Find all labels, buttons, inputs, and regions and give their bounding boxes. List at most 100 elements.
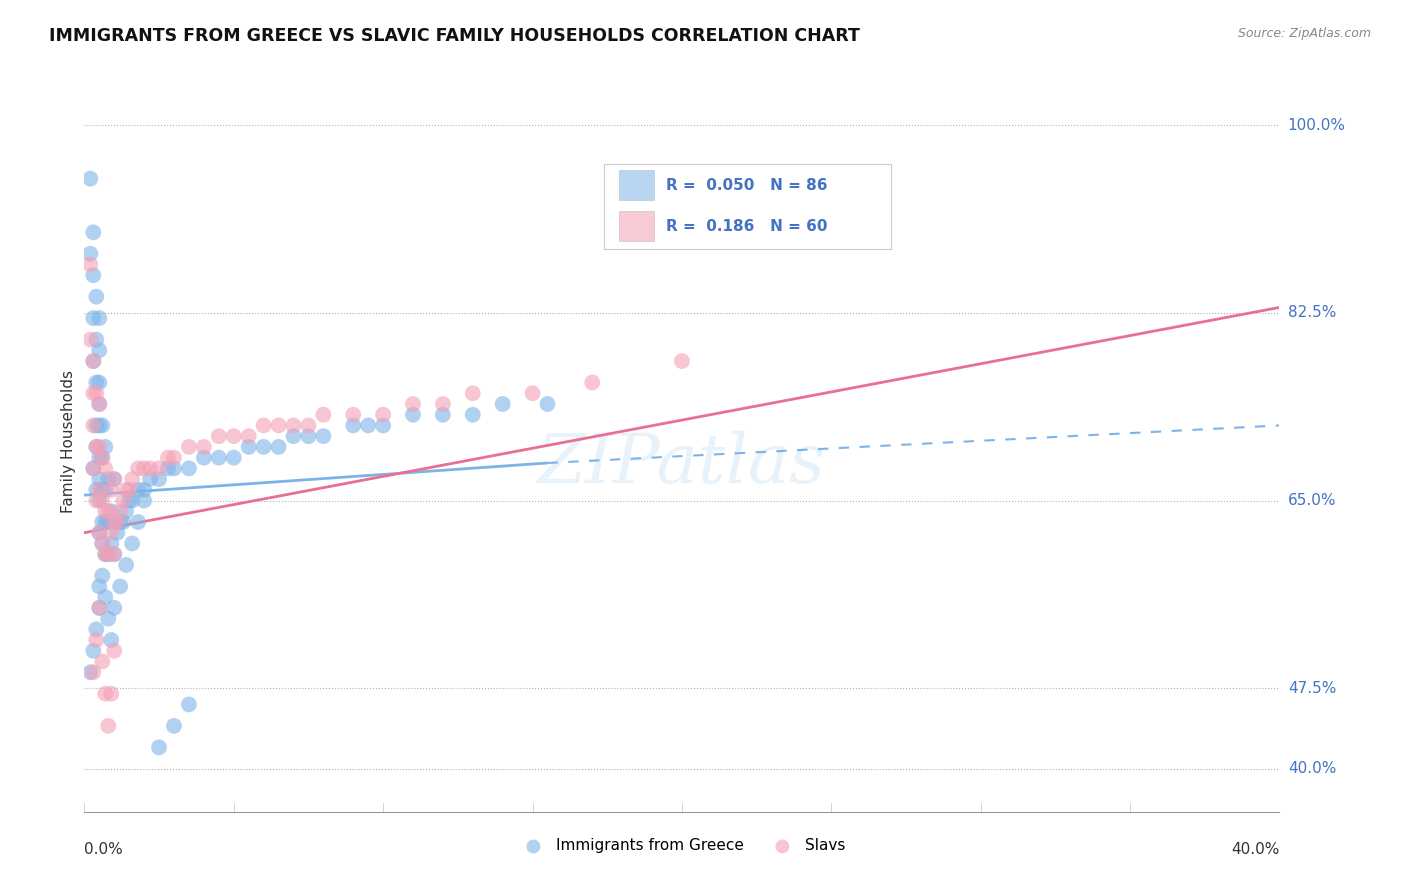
Point <box>671 354 693 368</box>
Point <box>432 408 454 422</box>
Point <box>86 440 108 454</box>
Point <box>112 515 135 529</box>
Point <box>103 515 125 529</box>
Point <box>238 440 260 454</box>
Point <box>103 600 125 615</box>
Text: 65.0%: 65.0% <box>1288 493 1336 508</box>
Point <box>91 536 114 550</box>
Point <box>100 687 122 701</box>
Point <box>253 440 276 454</box>
Point <box>163 719 186 733</box>
Point <box>86 290 108 304</box>
Point <box>82 386 104 401</box>
Point <box>82 665 104 680</box>
Point <box>86 386 108 401</box>
Point <box>91 450 114 465</box>
Point <box>86 376 108 390</box>
Point <box>86 440 108 454</box>
Point <box>432 397 454 411</box>
Point <box>103 515 125 529</box>
Text: 40.0%: 40.0% <box>1232 842 1279 857</box>
Point <box>297 418 319 433</box>
Point <box>100 504 122 518</box>
Point <box>89 418 111 433</box>
Point <box>522 386 544 401</box>
Point <box>89 483 111 497</box>
Point <box>82 418 104 433</box>
Point <box>82 644 104 658</box>
Point <box>461 386 484 401</box>
Point <box>89 311 111 326</box>
Point <box>97 547 120 561</box>
Point <box>97 719 120 733</box>
Point <box>79 246 101 260</box>
Point <box>79 171 101 186</box>
Point <box>110 579 132 593</box>
Point <box>121 472 143 486</box>
Point <box>94 461 117 475</box>
Point <box>193 440 215 454</box>
Point <box>89 525 111 540</box>
Point <box>267 440 290 454</box>
Point <box>91 418 114 433</box>
Text: R =  0.186   N = 60: R = 0.186 N = 60 <box>666 219 828 234</box>
Point <box>89 493 111 508</box>
Point <box>94 440 117 454</box>
Point <box>82 461 104 475</box>
Point <box>97 547 120 561</box>
Point <box>94 687 117 701</box>
Point <box>94 547 117 561</box>
Point <box>82 268 104 283</box>
Text: 100.0%: 100.0% <box>1288 118 1346 133</box>
Point <box>115 504 138 518</box>
Point <box>82 225 104 239</box>
Point <box>89 472 111 486</box>
Point <box>157 461 180 475</box>
Point <box>132 483 156 497</box>
Point <box>492 397 515 411</box>
Point <box>121 493 143 508</box>
Point <box>139 472 162 486</box>
Point <box>89 440 111 454</box>
Point <box>105 525 128 540</box>
Point <box>127 461 149 475</box>
Point <box>283 429 305 443</box>
Point <box>86 493 108 508</box>
Point <box>89 579 111 593</box>
Point <box>86 623 108 637</box>
Point <box>103 472 125 486</box>
Point <box>177 461 200 475</box>
Text: IMMIGRANTS FROM GREECE VS SLAVIC FAMILY HOUSEHOLDS CORRELATION CHART: IMMIGRANTS FROM GREECE VS SLAVIC FAMILY … <box>49 27 860 45</box>
Point <box>253 418 276 433</box>
Point <box>342 408 364 422</box>
Point <box>89 343 111 358</box>
Point <box>103 644 125 658</box>
Point <box>238 429 260 443</box>
Point <box>118 483 141 497</box>
Y-axis label: Family Households: Family Households <box>60 370 76 513</box>
Point <box>89 525 111 540</box>
Point <box>177 698 200 712</box>
Point <box>461 408 484 422</box>
Point <box>94 483 117 497</box>
Point <box>86 483 108 497</box>
Point <box>82 354 104 368</box>
Point <box>115 558 138 572</box>
Point <box>79 665 101 680</box>
Point <box>297 429 319 443</box>
Text: ZIPatlas: ZIPatlas <box>538 430 825 497</box>
Point <box>103 472 125 486</box>
Point <box>89 397 111 411</box>
Point <box>127 515 149 529</box>
Point <box>115 483 138 497</box>
Point <box>89 376 111 390</box>
Point <box>157 450 180 465</box>
Point <box>112 493 135 508</box>
Point <box>208 429 231 443</box>
Point <box>148 472 170 486</box>
Text: 82.5%: 82.5% <box>1288 305 1336 320</box>
Point <box>86 633 108 648</box>
Point <box>79 333 101 347</box>
Point <box>100 483 122 497</box>
Point <box>89 450 111 465</box>
